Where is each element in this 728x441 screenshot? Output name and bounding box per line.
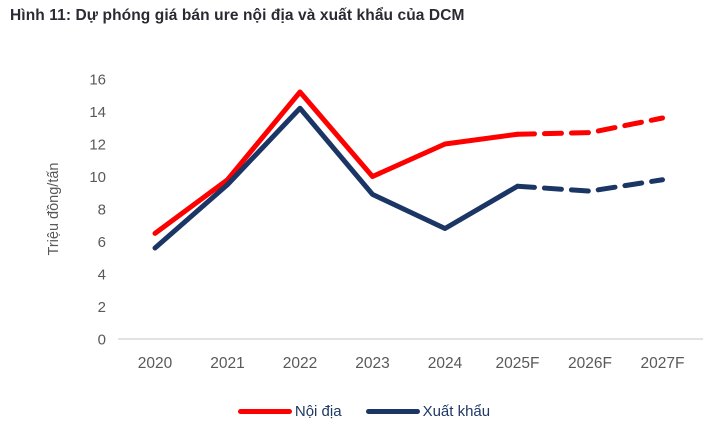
x-tick-label: 2027F (641, 355, 685, 372)
line-chart: 0 2 4 6 8 10 12 14 16 Triệu đồng/tấn 2020 2021 2022 2… (46, 72, 703, 372)
x-tick-label: 2022 (283, 355, 317, 372)
y-axis-title: Triệu đồng/tấn (46, 163, 62, 256)
x-tick-label: 2023 (355, 355, 389, 372)
series-line-solid-1 (152, 105, 520, 251)
y-tick-label: 0 (98, 332, 106, 349)
y-tick-label: 2 (98, 299, 106, 316)
legend-swatch-0 (237, 409, 292, 414)
chart-legend: Nội địa Xuất khẩu (0, 403, 728, 420)
y-tick-label: 12 (89, 137, 106, 154)
legend-label-0: Nội địa (294, 403, 342, 420)
y-tick-label: 6 (98, 234, 106, 251)
legend-label-1: Xuất khẩu (422, 403, 491, 420)
y-tick-label: 16 (89, 72, 106, 89)
x-tick-label: 2024 (428, 355, 463, 372)
x-tick-label: 2021 (210, 355, 244, 372)
x-tick-label: 2026F (568, 355, 612, 372)
chart-title: Hình 11: Dự phóng giá bán ure nội địa và… (10, 7, 465, 24)
legend-item-0: Nội địa (237, 403, 342, 420)
x-tick-label: 2025F (496, 355, 540, 372)
legend-item-1: Xuất khẩu (365, 403, 491, 420)
series-line-forecast-0 (515, 115, 665, 137)
y-tick-label: 10 (89, 169, 106, 186)
legend-swatch-1 (365, 409, 420, 414)
y-tick-label: 14 (89, 104, 106, 121)
y-tick-label: 8 (98, 202, 106, 219)
y-tick-label: 4 (98, 267, 106, 284)
x-tick-label: 2020 (138, 355, 173, 372)
series-line-solid-0 (152, 89, 520, 236)
series-line-forecast-1 (515, 177, 665, 194)
